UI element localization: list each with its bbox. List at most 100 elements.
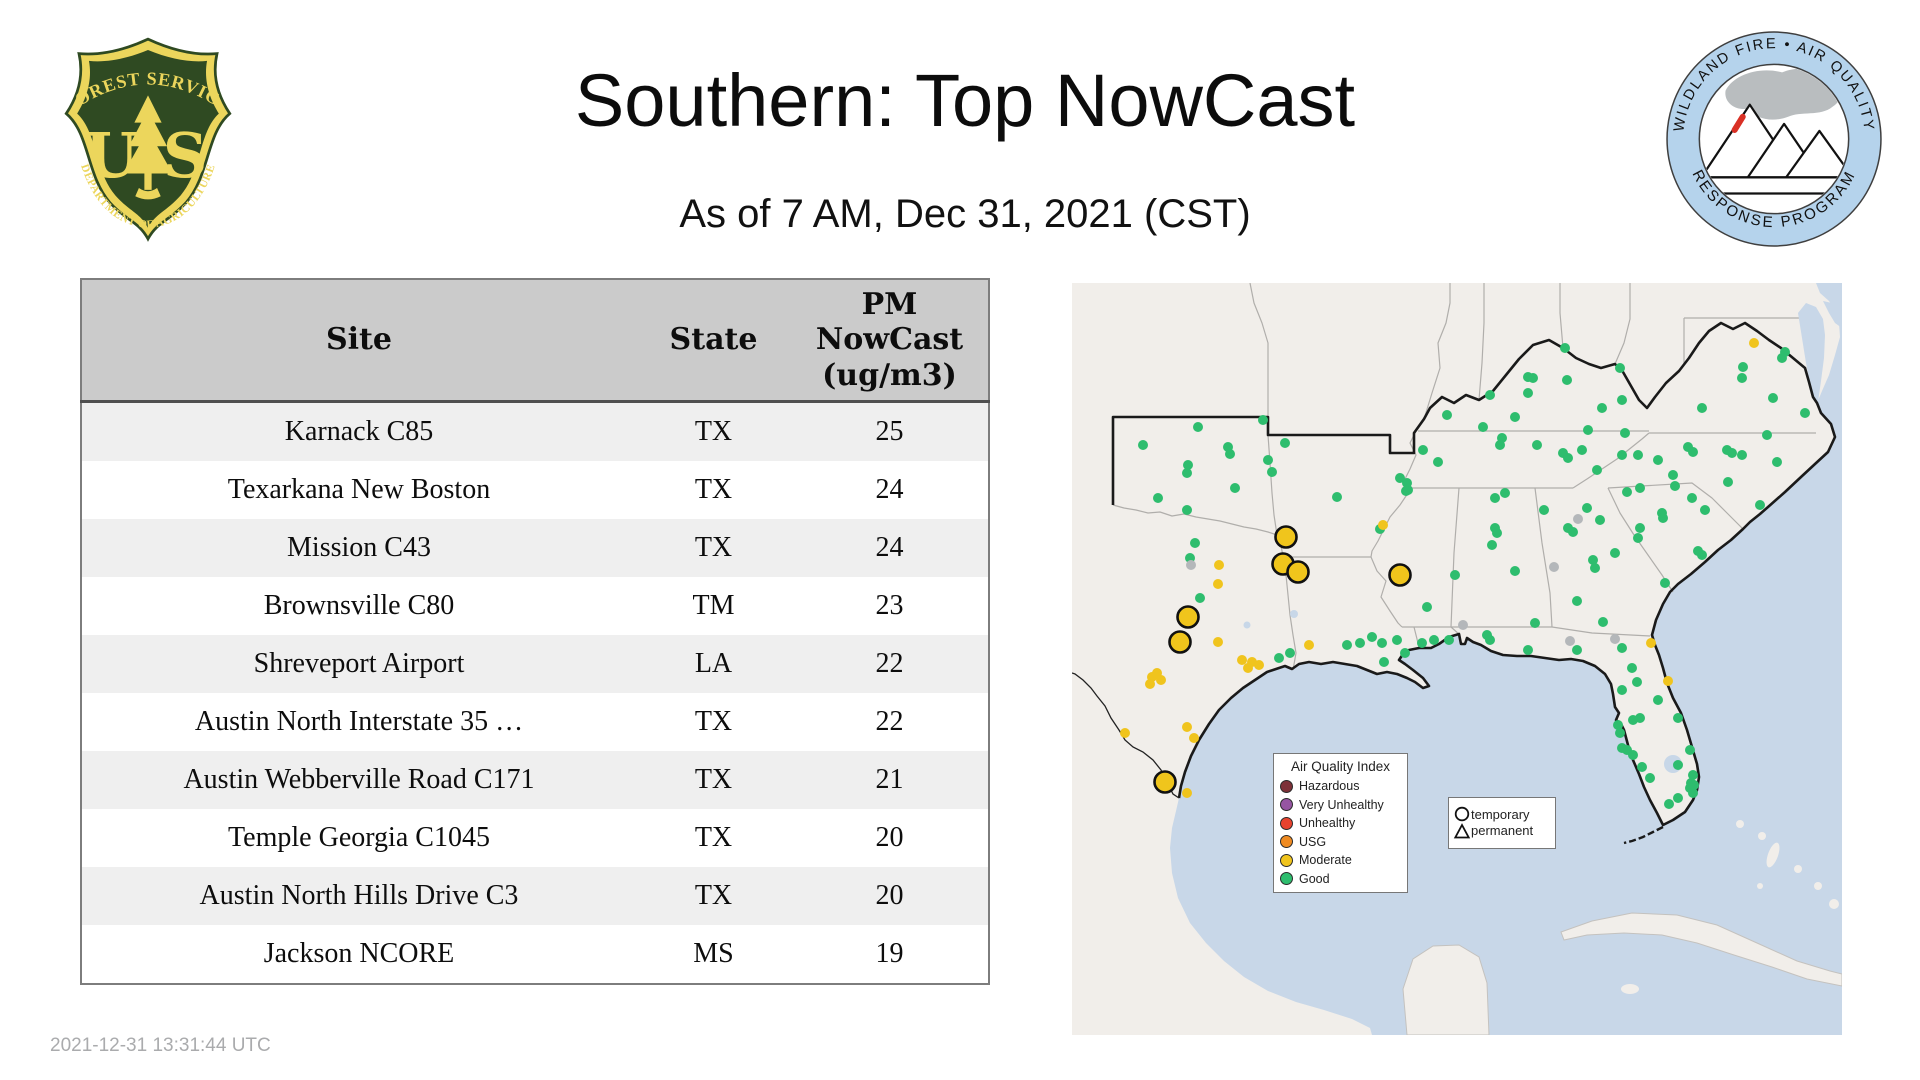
monitor-dot-good: [1572, 645, 1582, 655]
state-cell: TX: [636, 461, 791, 519]
monitor-dot-moderate: [1237, 655, 1247, 665]
monitor-dot-good: [1687, 493, 1697, 503]
temporary-monitor-circle: [1176, 605, 1200, 629]
monitor-dot-good: [1510, 412, 1520, 422]
monitor-dot-unknown: [1186, 560, 1196, 570]
site-cell: Mission C43: [81, 519, 636, 577]
monitor-dot-moderate: [1145, 679, 1155, 689]
site-cell: Texarkana New Boston: [81, 461, 636, 519]
monitor-dot-good: [1693, 546, 1703, 556]
monitor-dot-good: [1800, 408, 1810, 418]
monitor-dot-unknown: [1565, 636, 1575, 646]
table-row: Karnack C85 TX 25: [81, 401, 989, 461]
monitor-dot-moderate: [1156, 675, 1166, 685]
monitor-dot-moderate: [1243, 663, 1253, 673]
monitor-dot-unknown: [1458, 620, 1468, 630]
usfs-tree-icon: [123, 95, 173, 200]
site-cell: Temple Georgia C1045: [81, 809, 636, 867]
temporary-monitor-circle: [1274, 525, 1298, 549]
aqi-legend-title: Air Quality Index: [1290, 759, 1391, 774]
monitor-dot-moderate: [1182, 788, 1192, 798]
monitor-dot-good: [1595, 515, 1605, 525]
monitor-dot-good: [1688, 770, 1698, 780]
aqi-legend-label: Hazardous: [1299, 779, 1360, 794]
monitor-dot-good: [1485, 390, 1495, 400]
monitor-dot-good: [1645, 773, 1655, 783]
value-cell: 22: [791, 693, 989, 751]
monitor-dot-good: [1628, 750, 1638, 760]
value-cell: 22: [791, 635, 989, 693]
value-cell: 21: [791, 751, 989, 809]
monitor-dot-good: [1617, 685, 1627, 695]
monitor-dot-good: [1523, 645, 1533, 655]
monitor-dot-moderate: [1749, 338, 1759, 348]
page-title: Southern: Top NowCast: [574, 59, 1356, 142]
map-cuba: [1560, 912, 1842, 987]
monitor-dot-good: [1633, 533, 1643, 543]
aqi-legend-item: Hazardous: [1280, 777, 1401, 796]
monitor-dot-good: [1182, 505, 1192, 515]
monitor-dot-good: [1673, 713, 1683, 723]
monitor-dot-good: [1635, 483, 1645, 493]
monitor-dot-good: [1588, 555, 1598, 565]
monitor-dot-good: [1138, 440, 1148, 450]
monitor-dot-moderate: [1378, 520, 1388, 530]
monitor-dot-good: [1582, 503, 1592, 513]
table-row: Texarkana New Boston TX 24: [81, 461, 989, 519]
temporary-monitor-circle: [1286, 560, 1310, 584]
column-header-state: State: [636, 279, 791, 403]
monitor-dot-good: [1392, 635, 1402, 645]
monitor-dot-good: [1495, 440, 1505, 450]
state-cell: TX: [636, 751, 791, 809]
state-cell: TX: [636, 693, 791, 751]
monitor-dot-good: [1190, 538, 1200, 548]
monitor-dot-good: [1433, 457, 1443, 467]
monitor-dot-good: [1183, 460, 1193, 470]
monitor-dot-good: [1500, 488, 1510, 498]
monitor-dot-good: [1274, 653, 1284, 663]
monitor-dot-good: [1658, 513, 1668, 523]
monitor-dot-good: [1225, 449, 1235, 459]
monitor-dot-good: [1577, 445, 1587, 455]
monitor-dot-good: [1697, 403, 1707, 413]
monitor-dot-good: [1590, 563, 1600, 573]
site-cell: Brownsville C80: [81, 577, 636, 635]
temporary-marker-icon: [1454, 806, 1470, 822]
generated-timestamp: 2021-12-31 13:31:44 UTC: [50, 1035, 271, 1056]
monitor-dot-good: [1635, 523, 1645, 533]
monitor-dot-good: [1668, 470, 1678, 480]
aqi-color-dot-icon: [1280, 798, 1293, 812]
monitor-dot-good: [1560, 343, 1570, 353]
aqi-color-dot-icon: [1280, 853, 1293, 867]
table-row: Jackson NCORE MS 19: [81, 925, 989, 984]
monitor-dot-good: [1230, 483, 1240, 493]
aqi-legend-label: USG: [1299, 834, 1327, 849]
column-header-pm-nowcast: PM NowCast (ug/m3): [791, 279, 989, 403]
monitor-dot-moderate: [1213, 637, 1223, 647]
monitor-dot-good: [1688, 447, 1698, 457]
table-row: Austin North Interstate 35 … TX 22: [81, 693, 989, 751]
monitor-dot-good: [1737, 373, 1747, 383]
site-cell: Austin North Interstate 35 …: [81, 693, 636, 751]
value-cell: 23: [791, 577, 989, 635]
wfaqrp-logo: WILDLAND FIRE • AIR QUALITY RESPONSE PRO…: [1666, 31, 1882, 247]
table-row: Austin North Hills Drive C3 TX 20: [81, 867, 989, 925]
monitor-dot-good: [1617, 450, 1627, 460]
monitor-dot-good: [1417, 638, 1427, 648]
state-cell: TX: [636, 401, 791, 461]
state-cell: TX: [636, 867, 791, 925]
map-bahamas: [1736, 820, 1839, 909]
monitor-dot-good: [1738, 362, 1748, 372]
monitor-dot-good: [1263, 455, 1273, 465]
aqi-color-dot-icon: [1280, 835, 1293, 849]
monitor-dot-good: [1615, 363, 1625, 373]
monitor-dot-good: [1660, 578, 1670, 588]
aqi-legend-item: Moderate: [1280, 851, 1401, 870]
monitor-dot-good: [1598, 617, 1608, 627]
value-cell: 20: [791, 867, 989, 925]
table-row: Austin Webberville Road C171 TX 21: [81, 751, 989, 809]
monitor-dot-good: [1485, 635, 1495, 645]
state-cell: TX: [636, 519, 791, 577]
monitor-dot-good: [1267, 467, 1277, 477]
usfs-letter-s: S: [163, 119, 208, 192]
